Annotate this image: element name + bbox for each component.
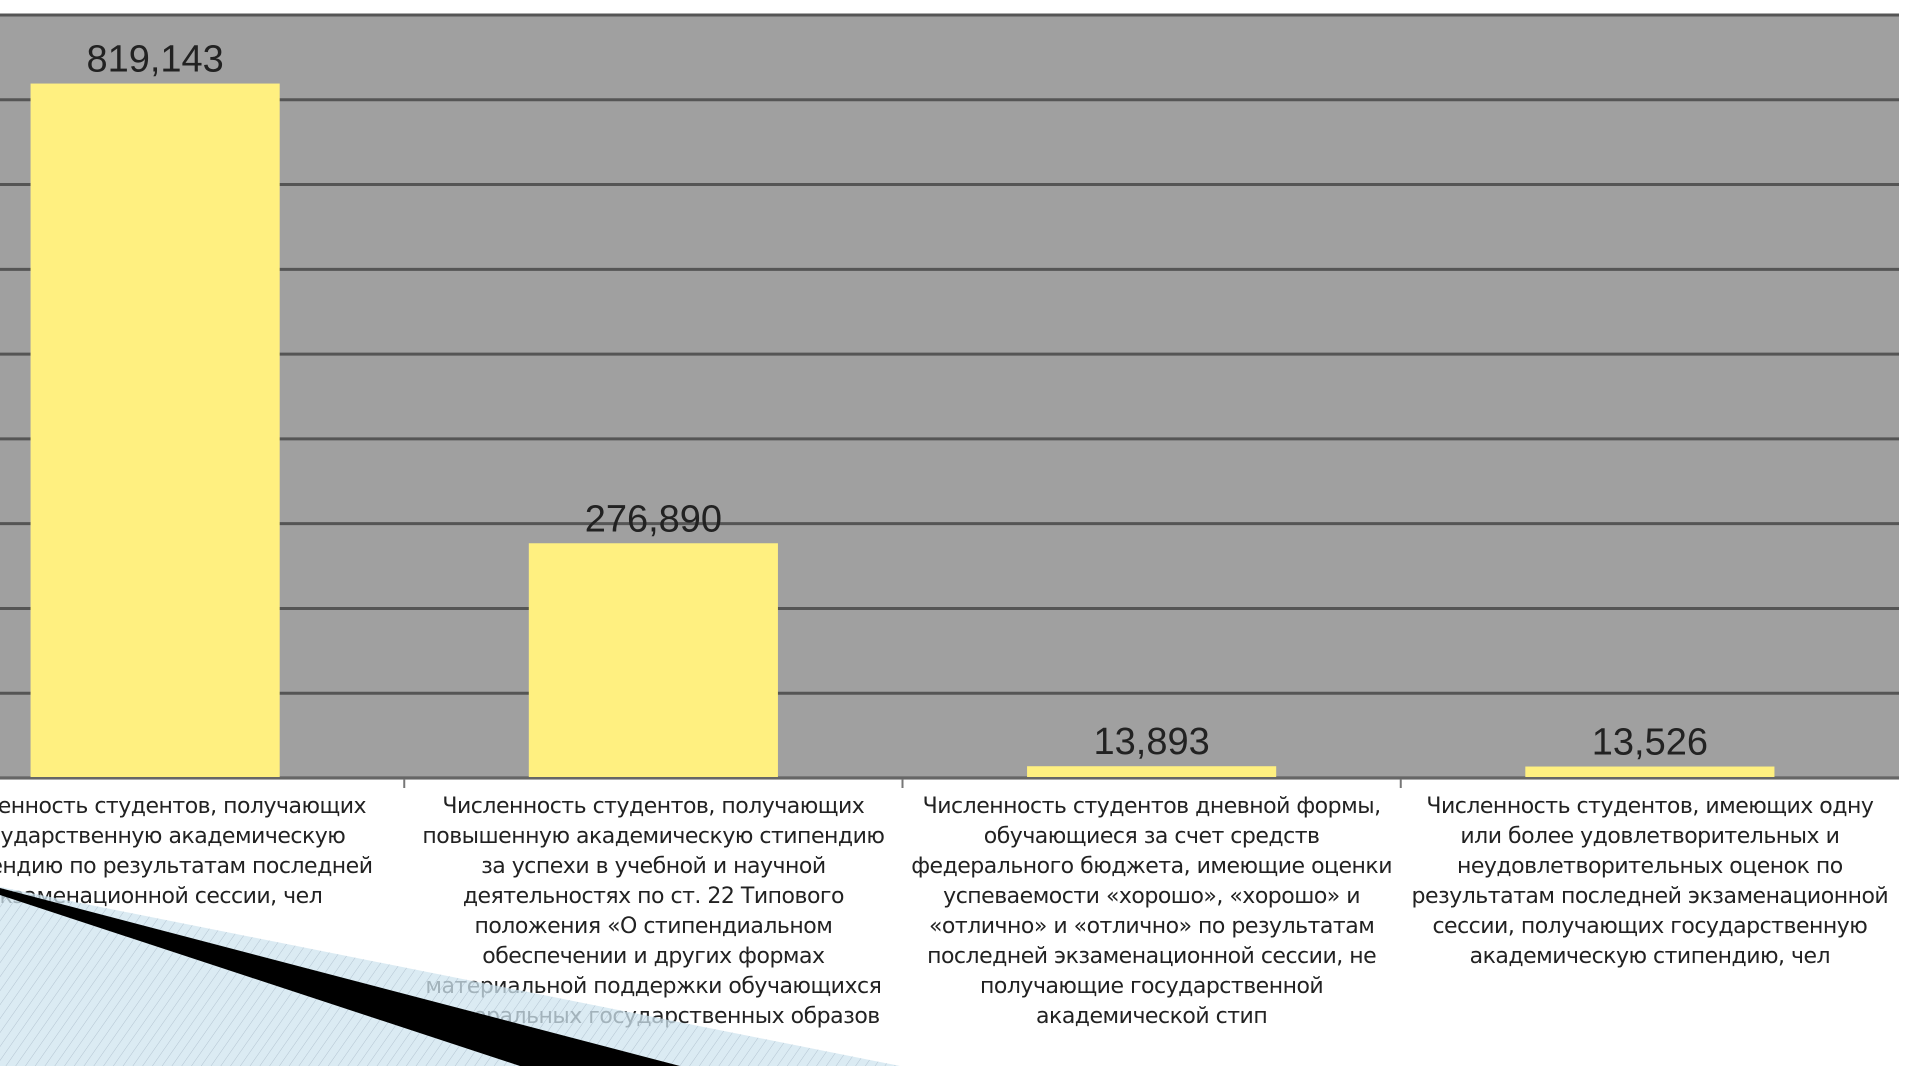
- value-label: 13,526: [1592, 722, 1708, 764]
- value-label: 13,893: [1094, 721, 1210, 763]
- x-tick-label-box: Численность студентов, получающих повыше…: [422, 794, 885, 1029]
- bar: [528, 543, 778, 778]
- x-tick-label: Численность студентов, имеющих одну или …: [1411, 794, 1889, 969]
- x-tick-label: Численность студентов дневной формы, обу…: [911, 794, 1393, 1029]
- bar: [1525, 766, 1775, 778]
- bar: [30, 83, 280, 778]
- x-tick-label-box: Численность студентов, имеющих одну или …: [1411, 794, 1889, 969]
- x-tick-label: Численность студентов, получающих повыше…: [422, 794, 885, 1029]
- x-tick-label-box: Численность студентов дневной формы, обу…: [911, 794, 1393, 1029]
- x-tick-label-box: Численность студентов, получающих госуда…: [0, 794, 373, 909]
- value-label: 819,143: [86, 39, 223, 81]
- plot-area: [0, 15, 1899, 778]
- value-label: 276,890: [585, 498, 722, 540]
- bar: [1027, 766, 1277, 778]
- x-tick-label: Численность студентов, получающих госуда…: [0, 794, 373, 909]
